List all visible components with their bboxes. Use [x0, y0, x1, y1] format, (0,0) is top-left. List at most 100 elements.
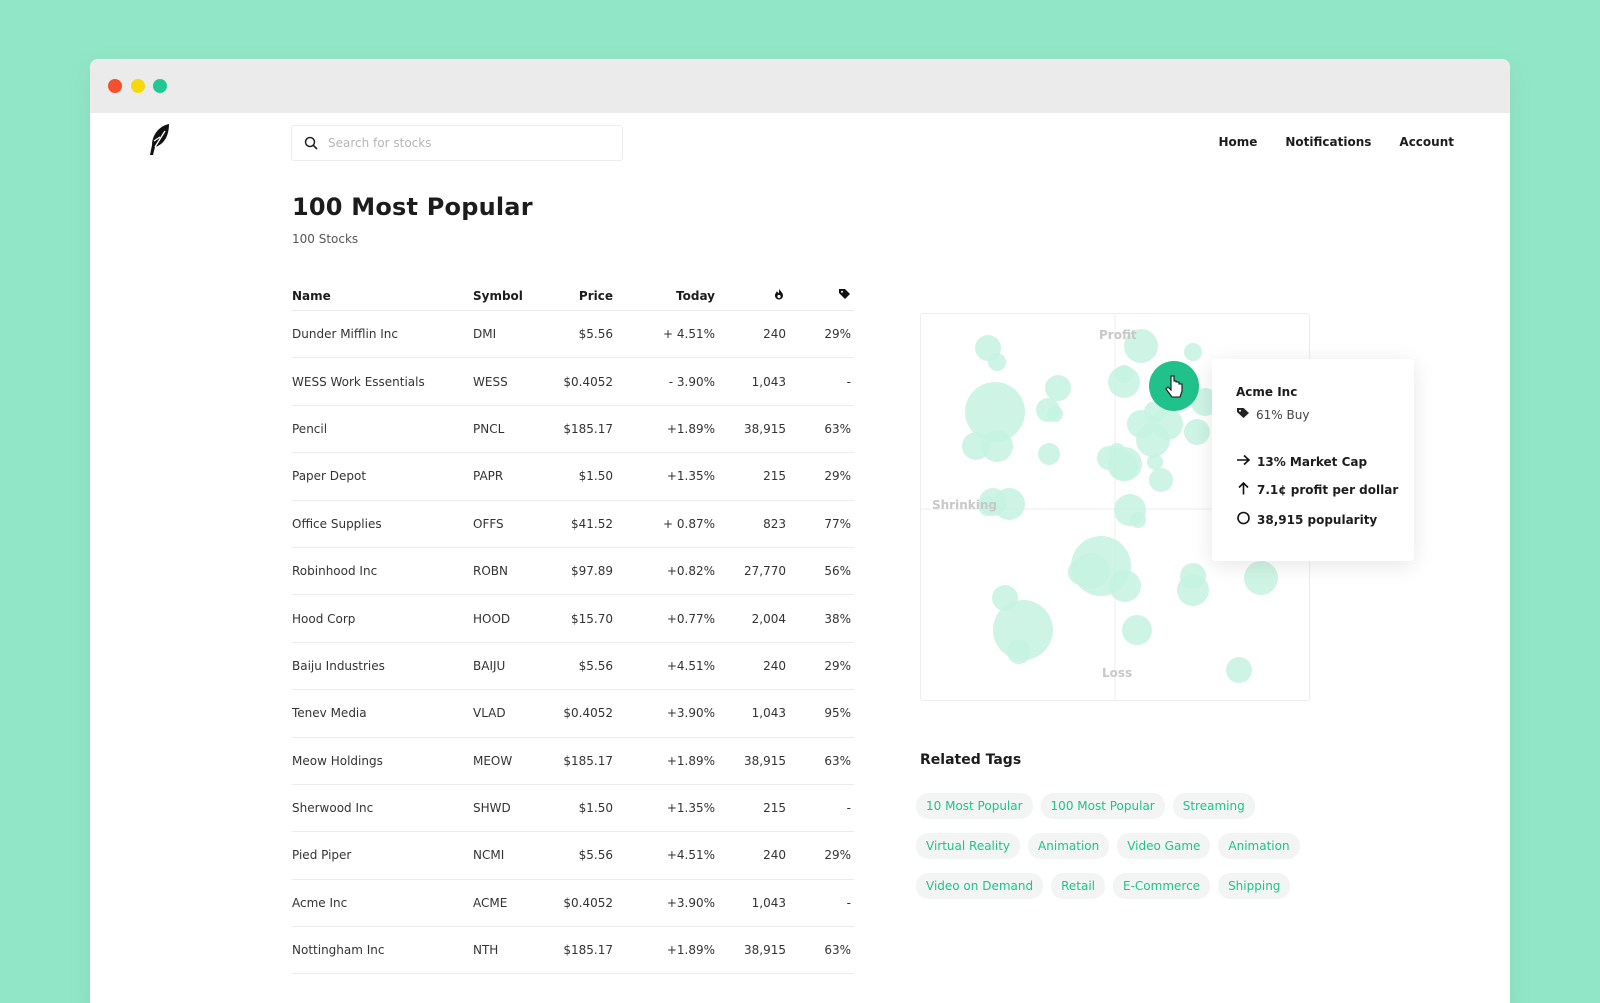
tag-chip[interactable]: Retail [1051, 873, 1106, 899]
table-row[interactable]: Robinhood Inc ROBN $97.89 +0.82% 27,770 56% [292, 548, 854, 596]
tag-chip[interactable]: Video on Demand [916, 873, 1044, 899]
chart-bubble [1109, 570, 1141, 602]
stock-change: +1.89% [666, 421, 715, 436]
stock-name: Baiju Industries [292, 658, 385, 673]
stock-change: +0.82% [666, 564, 715, 579]
table-row[interactable]: Pencil PNCL $185.17 +1.89% 38,915 63% [292, 406, 854, 454]
stock-name: Tenev Media [292, 706, 367, 721]
stock-symbol: MEOW [473, 753, 513, 768]
stock-symbol: BAIJU [473, 658, 506, 673]
stock-popularity: 215 [763, 801, 786, 816]
tooltip-stat-market-cap: 13% Market Cap [1236, 454, 1414, 469]
nav-notifications-link[interactable]: Notifications [1285, 135, 1372, 149]
stock-symbol: PNCL [473, 421, 505, 436]
table-row[interactable]: Hood Corp HOOD $15.70 +0.77% 2,004 38% [292, 595, 854, 643]
tag-chip[interactable]: Shipping [1218, 873, 1291, 899]
tag-chip[interactable]: E-Commerce [1113, 873, 1211, 899]
nav-home-link[interactable]: Home [1218, 135, 1258, 149]
stock-change: +4.51% [666, 658, 715, 673]
col-price-header[interactable]: Price [578, 288, 613, 303]
table-row[interactable]: Acme Inc ACME $0.4052 +3.90% 1,043 - [292, 880, 854, 928]
col-buy-header[interactable] [786, 288, 851, 303]
stock-name: Meow Holdings [292, 753, 383, 768]
stock-change: +3.90% [666, 706, 715, 721]
chart-bubble [1109, 443, 1125, 459]
table-row[interactable]: Office Supplies OFFS $41.52 + 0.87% 823 77% [292, 501, 854, 548]
stock-popularity: 38,915 [744, 753, 786, 768]
table-row[interactable]: Tenev Media VLAD $0.4052 +3.90% 1,043 95% [292, 690, 854, 738]
col-today-header[interactable]: Today [676, 288, 715, 303]
maximize-window-button[interactable] [153, 79, 167, 93]
tag-chip[interactable]: 100 Most Popular [1040, 793, 1165, 819]
tag-chip[interactable]: Virtual Reality [916, 833, 1021, 859]
col-popularity-header[interactable] [715, 288, 786, 303]
chart-bubble [1184, 343, 1202, 361]
stock-buy-rating: 29% [824, 469, 851, 484]
col-symbol-header[interactable]: Symbol [473, 288, 523, 303]
stock-name: Robinhood Inc [292, 564, 378, 579]
stock-change: +1.35% [666, 801, 715, 816]
tag-icon [838, 288, 851, 303]
stock-name: Hood Corp [292, 611, 356, 626]
stock-buy-rating: 95% [824, 706, 851, 721]
chart-bubble [1177, 574, 1209, 606]
tag-chip[interactable]: Animation [1028, 833, 1110, 859]
stock-symbol: HOOD [473, 611, 511, 626]
close-window-button[interactable] [108, 79, 122, 93]
search-input[interactable] [328, 136, 608, 150]
page-title: 100 Most Popular [292, 193, 533, 221]
stock-buy-rating: 38% [824, 611, 851, 626]
stock-buy-rating: 29% [824, 848, 851, 863]
tooltip-stat-label: 7.1¢ profit per dollar [1257, 483, 1399, 497]
table-body: Dunder Mifflin Inc DMI $5.56 + 4.51% 240 29% W… [292, 311, 854, 975]
stock-price: $0.4052 [563, 374, 613, 389]
chart-bubble [1073, 553, 1109, 589]
table-row[interactable]: Baiju Industries BAIJU $5.56 +4.51% 240 29% [292, 643, 854, 691]
tag-chip[interactable]: Video Game [1117, 833, 1211, 859]
stock-popularity: 240 [763, 848, 786, 863]
col-name-header[interactable]: Name [292, 288, 331, 303]
minimize-window-button[interactable] [131, 79, 145, 93]
axis-label-profit: Profit [1099, 328, 1137, 342]
tooltip-stat-popularity: 38,915 popularity [1236, 511, 1414, 528]
stock-price: $185.17 [563, 421, 613, 436]
table-row[interactable]: Dunder Mifflin Inc DMI $5.56 + 4.51% 240 29% [292, 311, 854, 359]
flame-icon [774, 288, 784, 303]
window-titlebar [90, 59, 1510, 113]
tag-chip[interactable]: Animation [1218, 833, 1300, 859]
stock-buy-rating: - [846, 895, 851, 910]
stock-price: $1.50 [578, 469, 613, 484]
stock-popularity: 1,043 [751, 706, 786, 721]
stock-name: WESS Work Essentials [292, 374, 425, 389]
arrow-right-icon [1236, 454, 1251, 469]
search-box[interactable] [291, 125, 623, 161]
chart-bubble [1007, 640, 1031, 664]
feather-logo-icon[interactable] [146, 123, 172, 155]
table-row[interactable]: Sherwood Inc SHWD $1.50 +1.35% 215 - [292, 785, 854, 833]
table-row[interactable]: Meow Holdings MEOW $185.17 +1.89% 38,915 63% [292, 738, 854, 785]
stock-name: Acme Inc [292, 895, 348, 910]
table-row[interactable]: Nottingham Inc NTH $185.17 +1.89% 38,915 63% [292, 927, 854, 975]
tooltip-buy: 61% Buy [1236, 407, 1414, 422]
stock-price: $15.70 [571, 611, 613, 626]
arrow-up-icon [1236, 481, 1251, 498]
nav-account-link[interactable]: Account [1399, 135, 1454, 149]
stock-change: +1.89% [666, 753, 715, 768]
table-row[interactable]: Pied Piper NCMI $5.56 +4.51% 240 29% [292, 832, 854, 880]
tooltip-stats: 13% Market Cap 7.1¢ profit per dollar 38… [1236, 454, 1414, 528]
stock-price: $0.4052 [563, 706, 613, 721]
table-row[interactable]: WESS Work Essentials WESS $0.4052 - 3.90% 1,… [292, 358, 854, 406]
table-row[interactable]: Paper Depot PAPR $1.50 +1.35% 215 29% [292, 453, 854, 501]
tag-chip[interactable]: 10 Most Popular [916, 793, 1033, 819]
chart-bubble [1108, 366, 1140, 398]
chart-bubble [978, 496, 998, 516]
stock-change: + 0.87% [663, 516, 715, 531]
stock-popularity: 240 [763, 658, 786, 673]
axis-label-loss: Loss [1102, 666, 1133, 680]
tooltip-title: Acme Inc [1236, 385, 1298, 399]
stock-price: $185.17 [563, 753, 613, 768]
chart-bubble [993, 600, 1053, 660]
chart-bubble [1149, 468, 1173, 492]
chart-bubble [1244, 561, 1278, 595]
tag-chip[interactable]: Streaming [1172, 793, 1255, 819]
